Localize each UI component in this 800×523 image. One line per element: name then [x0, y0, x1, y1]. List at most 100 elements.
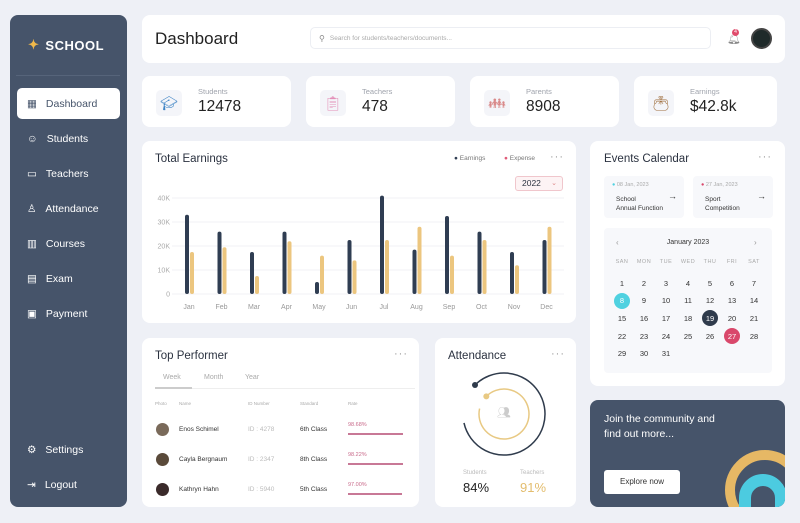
sidebar-item-teachers[interactable]: ▭ Teachers: [27, 167, 89, 180]
year-select[interactable]: 2022 ⌄: [515, 176, 563, 191]
avatar: [156, 423, 169, 436]
bar-expense: [320, 255, 324, 294]
explore-now-button[interactable]: Explore now: [604, 470, 680, 494]
teachers-arc-handle: [483, 393, 490, 400]
calendar-day[interactable]: 31: [661, 349, 671, 359]
x-tick-label: Nov: [508, 304, 521, 311]
event-item[interactable]: ● 08 Jan, 2023 School Annual Function →: [604, 176, 684, 218]
dot-icon: ●: [701, 182, 706, 188]
sidebar-item-payment[interactable]: ▣ Payment: [27, 307, 88, 320]
x-tick-label: May: [312, 304, 326, 311]
tab-week[interactable]: Week: [163, 374, 181, 381]
sidebar-item-attendance[interactable]: ♙ Attendance: [27, 202, 99, 215]
page-title: Dashboard: [155, 29, 239, 48]
events-title: Events Calendar: [604, 153, 690, 165]
stat-label: Parents: [526, 87, 552, 96]
calendar-day[interactable]: 2: [641, 278, 647, 288]
x-tick-label: Jul: [380, 304, 389, 311]
promo-card: Join the community and find out more... E…: [590, 400, 785, 507]
stat-label: Teachers: [362, 87, 393, 96]
tab-month[interactable]: Month: [204, 374, 224, 381]
table-row[interactable]: Cayla Bergnaum ID : 2347 8th Class 98.22%: [142, 450, 419, 470]
calendar-day[interactable]: 14: [749, 296, 759, 306]
calendar-day[interactable]: 8: [614, 292, 630, 309]
calendar-day[interactable]: 27: [724, 328, 740, 345]
calendar-day[interactable]: 22: [617, 331, 627, 341]
weekday-label: THU: [703, 259, 717, 265]
calendar-day[interactable]: 23: [639, 331, 649, 341]
calendar-day[interactable]: 6: [729, 278, 735, 288]
sidebar-item-logout[interactable]: ⇥ Logout: [27, 478, 77, 491]
calendar-day[interactable]: 24: [661, 331, 671, 341]
sidebar-item-courses[interactable]: ▥ Courses: [27, 237, 86, 250]
weekday-label: SAT: [748, 259, 760, 265]
teacher-icon: ▭: [27, 167, 37, 180]
calendar-day[interactable]: 17: [661, 313, 671, 323]
top-performer-card: Top Performer ··· Week Month Year Photo Nam…: [142, 338, 419, 507]
bar-expense: [352, 260, 357, 294]
calendar-day[interactable]: 28: [749, 331, 759, 341]
calendar-day[interactable]: 12: [705, 296, 715, 306]
brand-logo[interactable]: ✦ SCHOOL: [28, 37, 105, 53]
row-name: Kathryn Hahn: [179, 486, 219, 493]
calendar-day[interactable]: 9: [641, 296, 647, 306]
calendar-day[interactable]: 13: [727, 296, 737, 306]
bar-earnings: [542, 240, 547, 294]
more-icon[interactable]: ···: [758, 151, 772, 163]
table-row[interactable]: Kathryn Hahn ID : 5940 5th Class 97.00%: [142, 480, 419, 500]
avatar[interactable]: [751, 28, 772, 49]
calendar-day[interactable]: 21: [749, 313, 759, 323]
prev-month-icon[interactable]: ‹: [616, 238, 619, 247]
stat-label: Earnings: [690, 87, 720, 96]
search-input[interactable]: ⚲ Search for students/teachers/documents…: [310, 27, 711, 49]
stat-value: 478: [362, 98, 388, 115]
x-tick-label: Aug: [410, 304, 423, 311]
row-name: Enos Schimel: [179, 426, 219, 433]
sidebar-item-settings[interactable]: ⚙ Settings: [27, 443, 84, 456]
sidebar-item-students[interactable]: ☺ Students: [27, 132, 89, 145]
calendar-day[interactable]: 1: [619, 278, 625, 288]
more-icon[interactable]: ···: [394, 348, 408, 360]
calendar-day[interactable]: 30: [639, 349, 649, 359]
attendance-card: Attendance ··· 👥︎ Students 84% Teachers …: [435, 338, 576, 507]
people-icon: 👥︎: [497, 407, 511, 419]
calendar-day[interactable]: 20: [727, 313, 737, 323]
column-header: Standard: [300, 401, 319, 406]
calendar-day[interactable]: 4: [685, 278, 691, 288]
calendar-day[interactable]: 25: [683, 331, 693, 341]
row-id: ID : 2347: [248, 456, 275, 463]
earnings-title: Total Earnings: [155, 153, 228, 165]
arrow-right-icon[interactable]: →: [668, 191, 677, 201]
stat-card-earnings: 👛︎ Earnings $42.8k: [634, 76, 777, 127]
tab-year[interactable]: Year: [245, 374, 260, 381]
next-month-icon[interactable]: ›: [754, 238, 757, 247]
calendar-day[interactable]: 3: [663, 278, 669, 288]
calendar-day[interactable]: 11: [684, 296, 692, 306]
search-icon: ⚲: [319, 33, 325, 43]
bar-expense: [547, 226, 552, 294]
calendar-day[interactable]: 19: [702, 310, 718, 327]
calendar-day[interactable]: 10: [661, 296, 671, 306]
more-icon[interactable]: ···: [550, 151, 564, 163]
bar-earnings: [185, 214, 189, 294]
wallet-icon: 👛︎: [648, 90, 674, 116]
bell-icon[interactable]: 🔔︎ 4: [727, 29, 741, 45]
arrow-right-icon[interactable]: →: [757, 191, 766, 201]
rate-bar: [348, 493, 403, 495]
calendar-day[interactable]: 29: [617, 349, 627, 359]
more-icon[interactable]: ···: [551, 348, 565, 360]
calendar-day[interactable]: 16: [639, 313, 649, 323]
table-row[interactable]: Enos Schimel ID : 4278 6th Class 98.68%: [142, 420, 419, 440]
event-item[interactable]: ● 27 Jan, 2023 Sport Competition →: [693, 176, 773, 218]
bar-expense: [222, 247, 227, 294]
calendar-day[interactable]: 5: [707, 278, 713, 288]
earnings-card: Total Earnings ● Earnings ● Expense ··· …: [142, 141, 576, 323]
sidebar-item-exam[interactable]: ▤ Exam: [27, 272, 73, 285]
calendar-day[interactable]: 7: [751, 278, 757, 288]
calendar-day[interactable]: 26: [705, 331, 715, 341]
sidebar-item-dashboard[interactable]: ▦ Dashboard: [17, 88, 120, 119]
promo-text: Join the community and find out more...: [604, 413, 715, 440]
calendar-day[interactable]: 18: [683, 313, 693, 323]
calendar-day[interactable]: 15: [617, 313, 627, 323]
attendance-ring: [463, 372, 546, 456]
